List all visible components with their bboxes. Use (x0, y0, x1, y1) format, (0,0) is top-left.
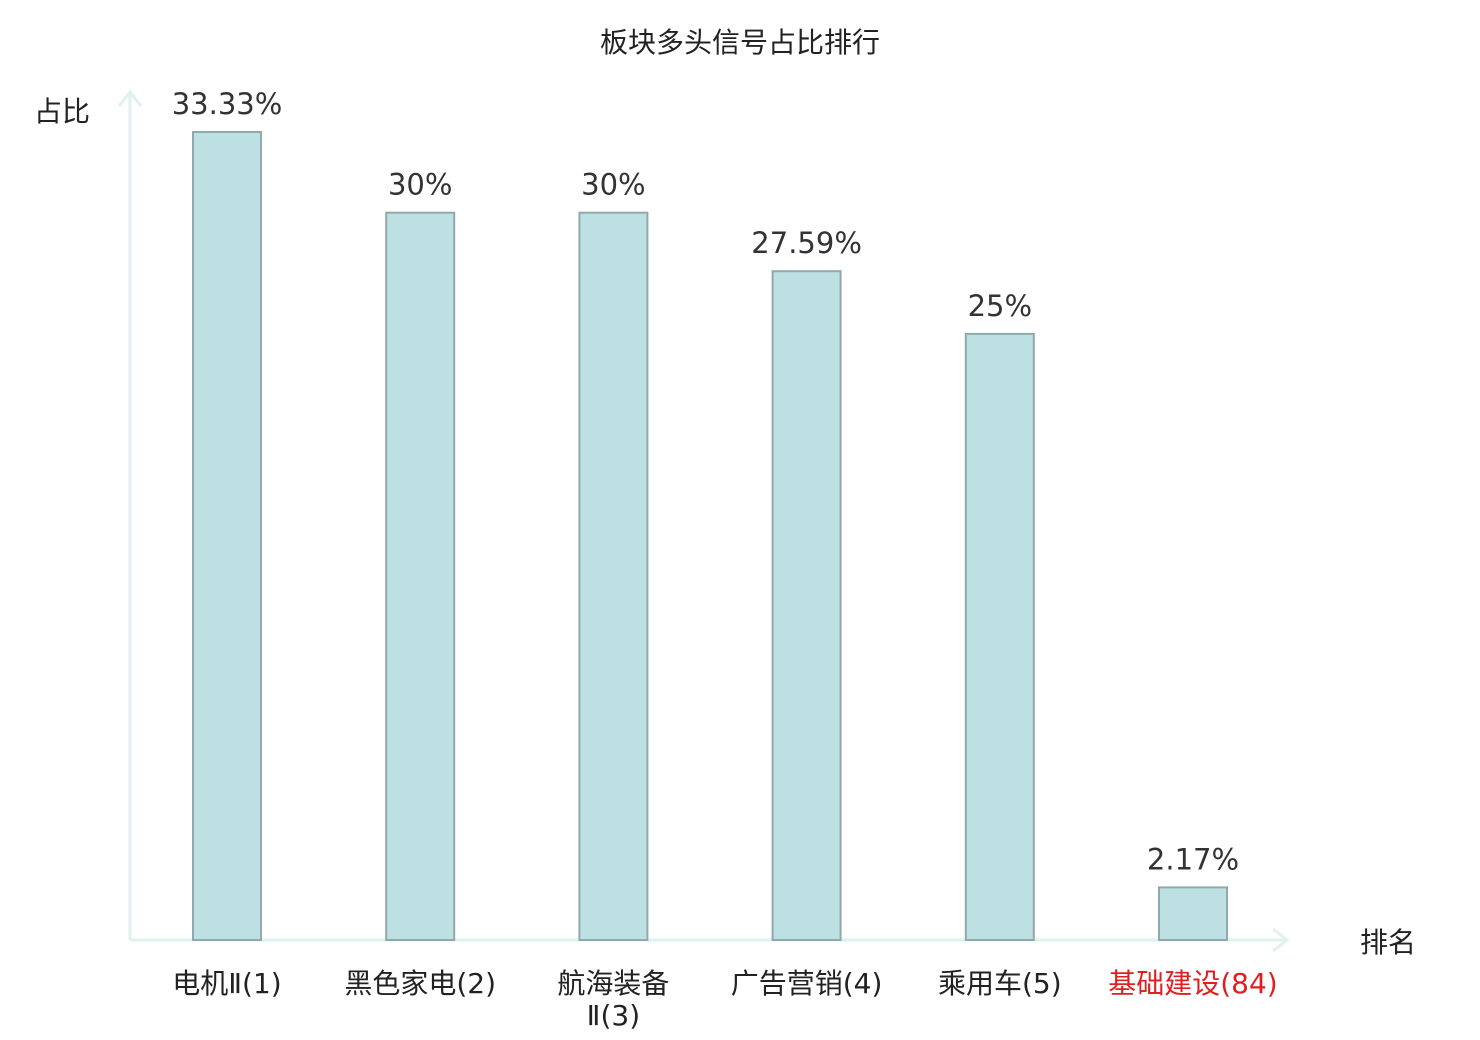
bar-6 (1158, 886, 1228, 942)
value-labels-group: 33.33% 30% 30% 27.59% 25% 2.17% (172, 87, 1239, 876)
category-label-3-line-2: Ⅱ(3) (587, 999, 640, 1032)
value-label-2: 30% (388, 168, 452, 202)
value-label-1: 33.33% (172, 87, 283, 121)
chart-title: 板块多头信号占比排行 (600, 26, 880, 59)
category-label-5: 乘用车(5) (938, 967, 1062, 1000)
category-label-6: 基础建设(84) (1108, 967, 1277, 1000)
category-label-4: 广告营销(4) (731, 967, 883, 1000)
value-label-5: 25% (968, 289, 1032, 323)
y-axis-arrow (117, 89, 143, 107)
category-label-2: 黑色家电(2) (344, 967, 496, 1000)
bar-4 (771, 270, 842, 941)
bars-group (192, 131, 1228, 942)
x-axis: 排名 (130, 926, 1416, 959)
value-label-6: 2.17% (1147, 842, 1239, 876)
bar-5 (964, 332, 1035, 941)
value-label-4: 27.59% (751, 226, 862, 260)
x-axis-label: 排名 (1360, 926, 1416, 959)
bar-1 (192, 131, 262, 941)
y-axis-label: 占比 (34, 95, 90, 128)
category-label-1: 电机Ⅱ(1) (172, 967, 281, 1000)
value-label-3: 30% (581, 168, 645, 202)
y-axis: 占比 (34, 89, 143, 940)
x-axis-arrow (1272, 927, 1290, 953)
bar-2 (385, 211, 456, 941)
bar-3 (578, 211, 649, 941)
category-label-3-line-1: 航海装备 (557, 967, 669, 1000)
